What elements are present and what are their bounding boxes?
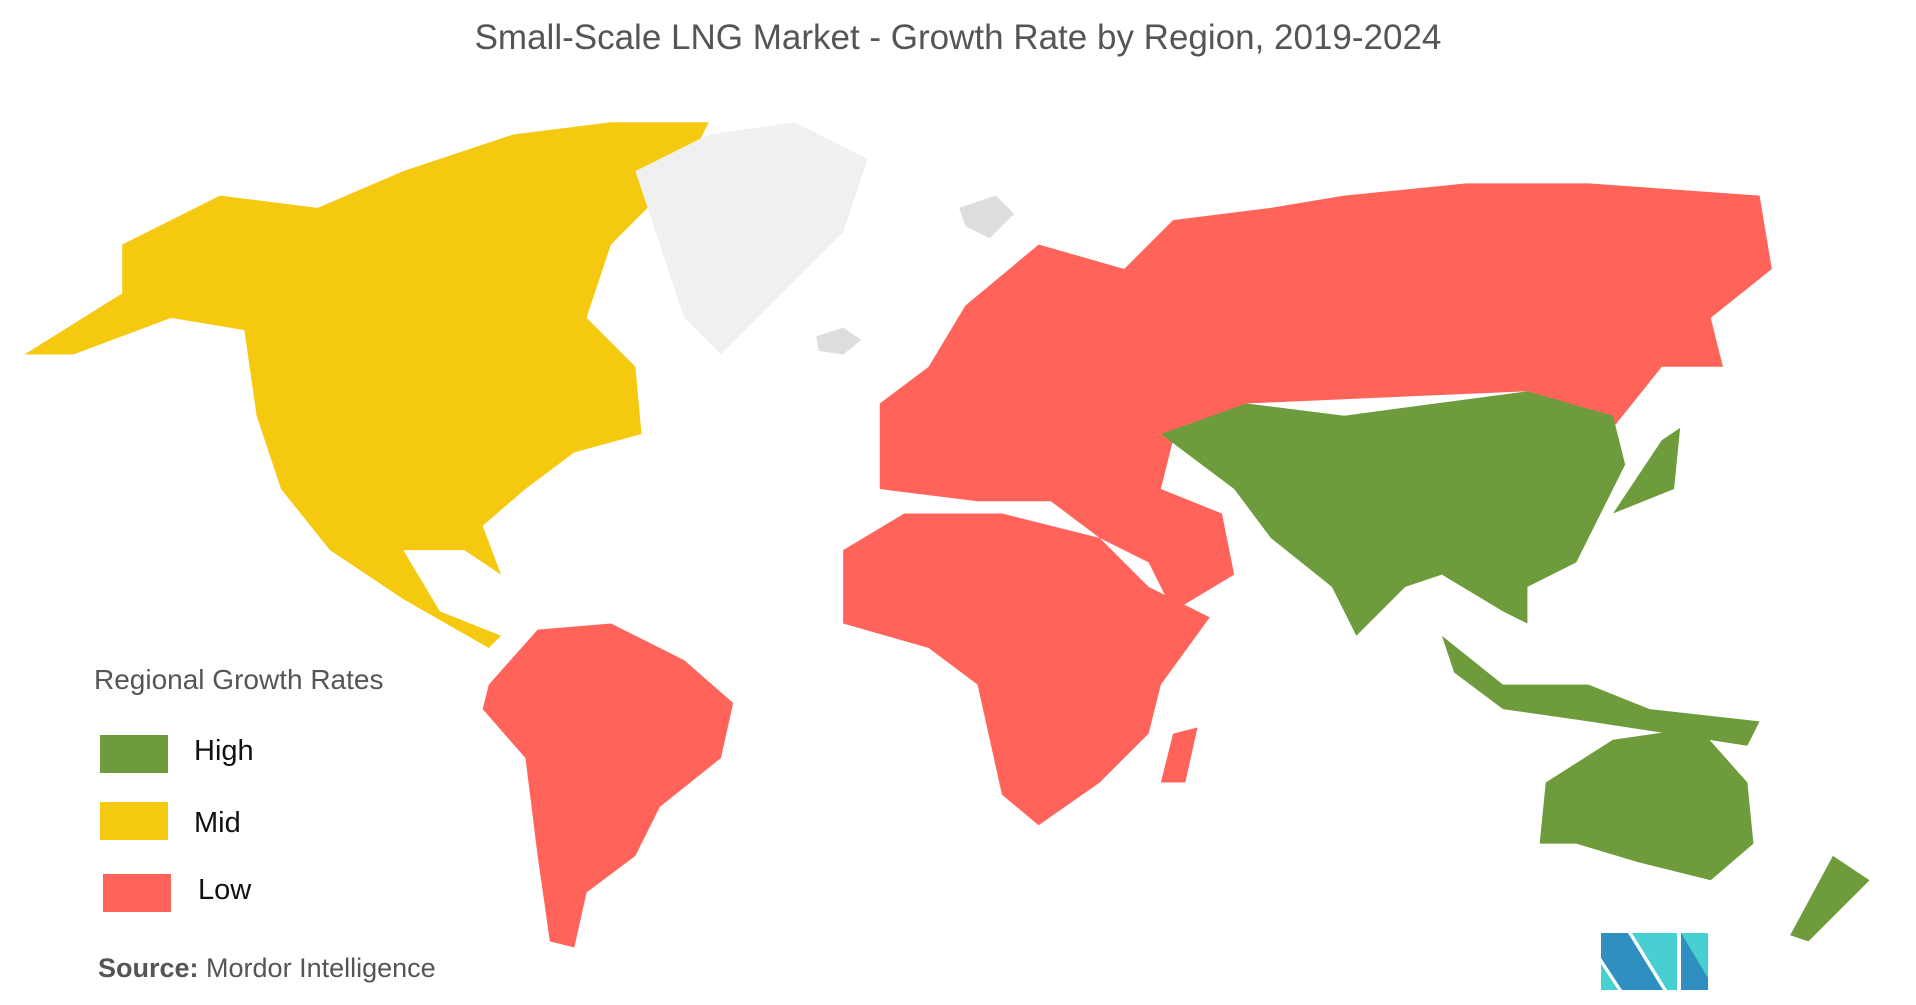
- legend-swatch-high: [100, 735, 168, 773]
- region-iceland: [816, 327, 862, 355]
- legend-swatch-low: [103, 874, 171, 912]
- legend-swatch-mid: [100, 802, 168, 840]
- region-madagascar: [1160, 727, 1198, 783]
- region-japan: [1612, 427, 1681, 514]
- legend-label-mid: Mid: [194, 807, 241, 839]
- legend-label-high: High: [194, 735, 254, 767]
- source-value: Mordor Intelligence: [206, 953, 436, 983]
- region-greenland: [635, 122, 868, 355]
- mordor-intelligence-logo: [1601, 933, 1708, 990]
- region-south-america: [482, 623, 734, 948]
- region-indonesia: [1441, 635, 1760, 746]
- region-north-america: [24, 122, 709, 648]
- region-asia: [1160, 391, 1626, 636]
- region-new-zealand: [1790, 855, 1870, 942]
- region-australia: [1539, 727, 1754, 881]
- source-note: Source: Mordor Intelligence: [98, 953, 436, 984]
- legend-title: Regional Growth Rates: [94, 664, 384, 695]
- map-title: Small-Scale LNG Market - Growth Rate by …: [474, 18, 1442, 57]
- legend-label-low: Low: [198, 874, 252, 906]
- source-label: Source:: [98, 953, 199, 983]
- region-africa: [843, 513, 1210, 826]
- region-europe-russia-middle-east: [879, 183, 1772, 612]
- region-svalbard: [959, 195, 1015, 239]
